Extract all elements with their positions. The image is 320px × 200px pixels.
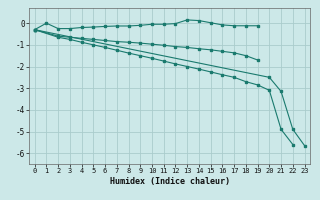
X-axis label: Humidex (Indice chaleur): Humidex (Indice chaleur) — [109, 177, 229, 186]
